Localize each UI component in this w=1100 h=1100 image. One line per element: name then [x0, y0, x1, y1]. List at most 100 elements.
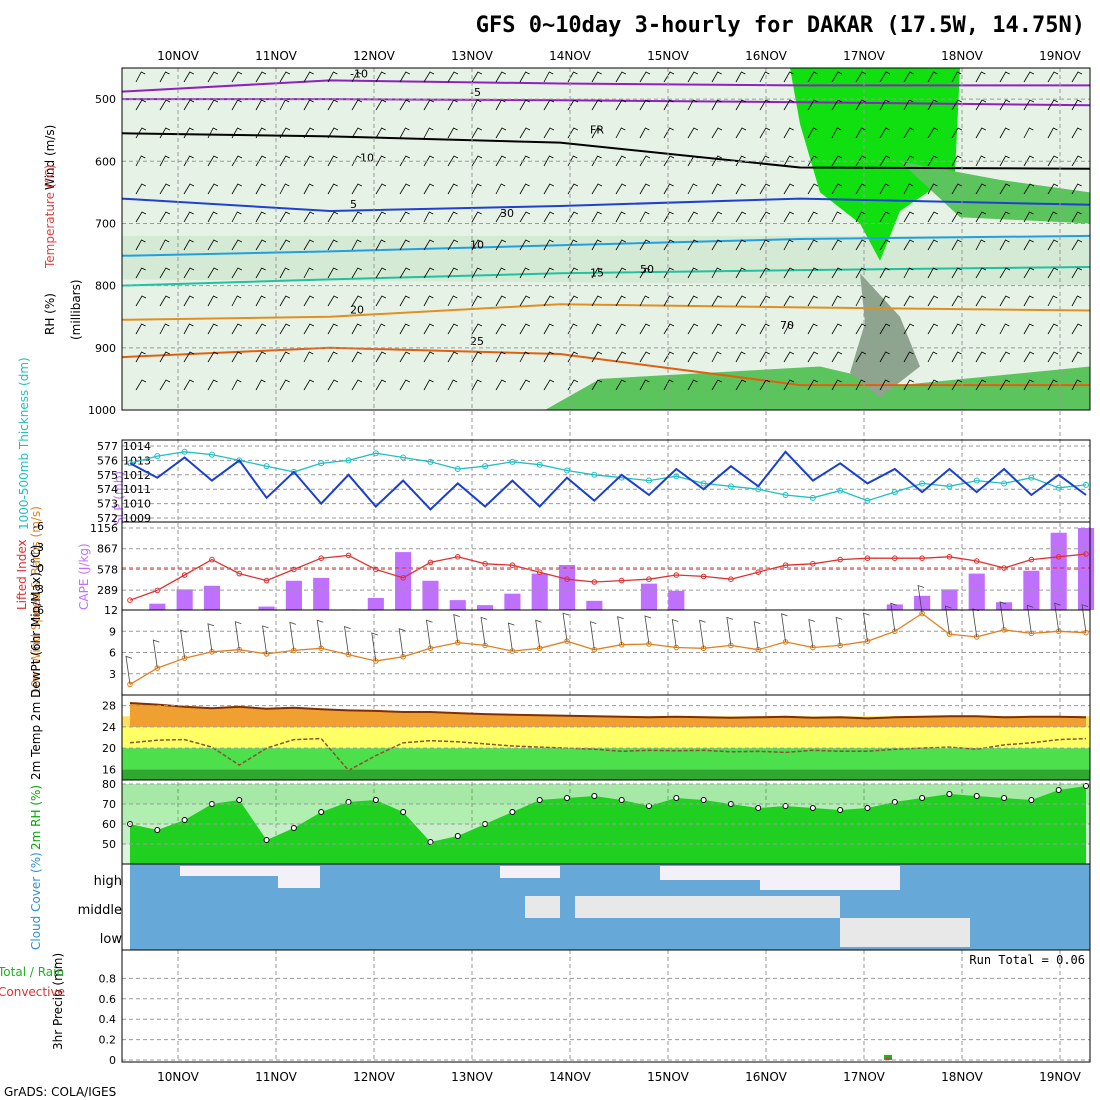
thickness-point	[127, 460, 133, 467]
wind-barb	[999, 127, 1010, 139]
wind-barb	[735, 351, 746, 363]
wind-barb	[879, 71, 891, 83]
cape-bar	[668, 590, 685, 610]
lifted-point	[263, 577, 270, 584]
cape-bar	[258, 606, 275, 610]
wind-barb	[663, 267, 674, 279]
wind-barb	[351, 239, 362, 251]
wind-barb	[759, 351, 770, 363]
wind-barb	[135, 127, 147, 139]
wind-barb	[951, 239, 962, 251]
rh2m-point	[946, 791, 953, 797]
wind-barb	[543, 379, 555, 391]
wind-barb	[519, 267, 530, 279]
wind-barb	[1047, 351, 1059, 363]
wind-barb	[735, 323, 746, 335]
wind-barb	[783, 183, 795, 195]
wind-barb	[423, 295, 434, 307]
wind-barb	[759, 379, 771, 391]
thickness-point	[564, 467, 571, 474]
wind-barb	[327, 239, 338, 251]
wind-barb	[615, 99, 627, 111]
wind-barb	[447, 211, 458, 223]
wind-barb	[519, 295, 531, 307]
wind-barb	[447, 127, 458, 139]
wind-barb	[447, 351, 459, 363]
wind-barb	[855, 379, 866, 391]
wind-barb	[639, 323, 651, 335]
wind-barb	[831, 127, 842, 139]
wind-barb	[711, 351, 722, 363]
wind-barb	[975, 323, 986, 335]
cloud-gap-2	[840, 918, 970, 947]
wind-barb	[639, 211, 650, 223]
wind-barb	[999, 183, 1011, 195]
wind-barb	[807, 155, 818, 167]
wind-barb	[159, 155, 170, 167]
wind-barb	[159, 239, 170, 251]
wind-barb	[951, 267, 962, 279]
lifted-point	[728, 576, 734, 583]
thickness-point	[727, 483, 734, 490]
wind-barb	[135, 267, 146, 279]
lifted-point	[564, 576, 570, 583]
wind10-barb	[699, 619, 706, 649]
wind-barb	[231, 155, 243, 167]
wind-barb	[279, 183, 290, 195]
lifted-point	[919, 555, 925, 562]
rh-contour-label-3: 70	[780, 319, 794, 332]
wind-barb	[207, 323, 218, 335]
wind-barb	[831, 239, 842, 251]
wind10-barb	[835, 616, 843, 646]
panel-frame-precip	[121, 949, 1091, 1063]
wind-barb	[687, 351, 698, 363]
wind-barb	[423, 127, 434, 139]
wind-barb	[159, 351, 170, 363]
temp-tick: 16	[102, 763, 116, 776]
wind-barb	[711, 379, 722, 391]
wind-barb	[687, 155, 699, 167]
cape-bar	[941, 589, 958, 610]
wind-barb	[519, 127, 531, 139]
wind-barb	[879, 295, 890, 307]
thickness-point	[891, 489, 898, 496]
wind-barb	[999, 351, 1011, 363]
wind-barb	[423, 323, 434, 335]
cape-bar	[203, 585, 221, 610]
thickness-point	[345, 457, 352, 464]
wind-barb	[831, 267, 843, 279]
wind-barb	[303, 155, 314, 167]
wind-barb	[807, 351, 819, 363]
wind10-barb	[262, 625, 269, 654]
rh2m-point	[864, 805, 871, 811]
wind-tick: 6	[109, 647, 116, 660]
temp-contour-7	[121, 346, 1090, 387]
wind-barb	[375, 267, 387, 279]
temp2m-axis-title: 2m Temp 2m DewPt (6hr Min/Max) (°C)	[29, 545, 43, 780]
lifted-point	[345, 552, 352, 559]
cape-tick: 1156	[90, 522, 118, 535]
lifted-point	[618, 577, 625, 584]
rh2m-point	[782, 803, 789, 809]
rh-band-3	[122, 784, 1090, 804]
temp-contour-label-1: -5	[470, 86, 481, 99]
wind10-barb	[562, 612, 570, 642]
wind10-barb	[589, 621, 597, 650]
rh2m-point	[318, 809, 325, 815]
wind-barb	[735, 127, 747, 139]
wind-barb	[951, 379, 963, 391]
lifted-point	[209, 556, 215, 563]
wind-barb	[807, 295, 818, 307]
cloud-level-high: high	[94, 874, 122, 889]
wind-barb	[831, 295, 842, 307]
wind-barb	[903, 267, 914, 279]
wind-barb	[471, 323, 483, 335]
rh2m-point	[1083, 783, 1089, 789]
temp-band-2	[122, 726, 1090, 749]
thickness-point	[864, 497, 871, 504]
wind-barb	[183, 323, 194, 335]
date-label-top: 11NOV	[255, 49, 297, 63]
wind10-barb	[152, 639, 160, 669]
wind-barb	[831, 379, 842, 391]
wind-barb	[231, 127, 242, 139]
